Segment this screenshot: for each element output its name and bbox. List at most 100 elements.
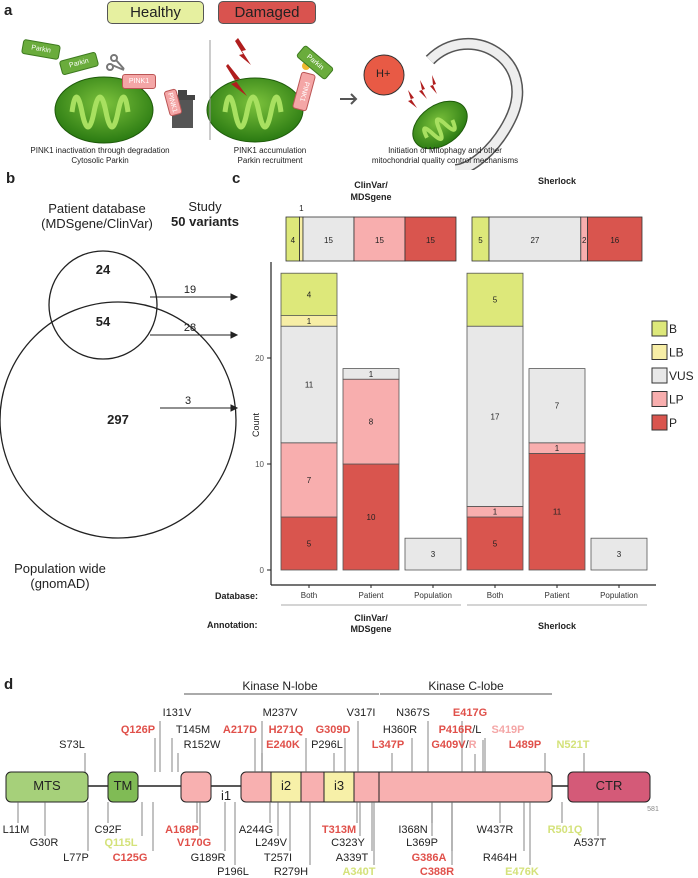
bar-value-label: 1 bbox=[369, 370, 374, 379]
i2-label: i2 bbox=[280, 778, 292, 793]
variant-label: A168P bbox=[165, 824, 199, 836]
y-tick-label: 0 bbox=[260, 566, 265, 575]
legend-swatch-VUS bbox=[651, 367, 668, 384]
bar-value-label: 11 bbox=[553, 508, 562, 517]
variant-label: N521T bbox=[556, 739, 590, 751]
ctr-domain bbox=[567, 771, 651, 803]
summary-value-label: 15 bbox=[375, 236, 384, 245]
variant-label: Q115L bbox=[104, 837, 138, 849]
variant-label: P196L bbox=[217, 866, 249, 878]
caption-mid: PINK1 accumulation Parkin recruitment bbox=[233, 146, 307, 165]
variant-label: T257I bbox=[263, 852, 293, 864]
variant-label: I368N bbox=[398, 824, 428, 836]
panel-label-d: d bbox=[4, 676, 14, 693]
summary-value-label: 15 bbox=[324, 236, 333, 245]
x-tick-label: Both bbox=[487, 591, 503, 600]
arrow-count-patient: 19 bbox=[183, 284, 197, 296]
bar-segment-VUS bbox=[590, 537, 648, 571]
bar-value-label: 7 bbox=[555, 402, 560, 411]
caption-left: PINK1 inactivation through degradation Cy… bbox=[30, 146, 170, 165]
bar-value-label: 1 bbox=[307, 317, 312, 326]
variant-label: R501Q bbox=[547, 824, 583, 836]
variant-label: A339T bbox=[335, 852, 369, 864]
bar-value-label: 5 bbox=[493, 540, 498, 549]
bar-segment-P bbox=[528, 452, 586, 571]
legend-swatch-B bbox=[651, 320, 668, 337]
length-label: 581 bbox=[647, 806, 659, 813]
bar-value-label: 8 bbox=[369, 418, 374, 427]
i2-insert bbox=[270, 771, 302, 803]
panel-a-illustration bbox=[54, 37, 524, 170]
bar-segment-B bbox=[466, 272, 524, 327]
mitochondrion-icon-left bbox=[54, 76, 154, 144]
summary-segment-P bbox=[404, 216, 457, 262]
bar-value-label: 5 bbox=[493, 296, 498, 305]
bar-segment-P bbox=[280, 516, 338, 571]
variant-label: R279H bbox=[273, 866, 309, 878]
i1-label: i1 bbox=[220, 788, 232, 803]
ctr-label: CTR bbox=[595, 778, 623, 793]
scissors-icon bbox=[106, 54, 125, 71]
summary-value-label: 4 bbox=[291, 236, 296, 245]
n-lobe-label: Kinase N-lobe bbox=[242, 679, 318, 693]
variant-label: N367S bbox=[396, 707, 430, 719]
overlap-count: 54 bbox=[95, 314, 111, 329]
variant-label: H360R bbox=[382, 724, 418, 736]
venn-diagram bbox=[0, 250, 239, 539]
bar-segment-B bbox=[280, 272, 338, 317]
variant-label: L369P bbox=[406, 837, 438, 849]
x-tick-label: Population bbox=[414, 591, 452, 600]
variant-label: V170G bbox=[176, 837, 212, 849]
c-lobe-label: Kinase C-lobe bbox=[428, 679, 504, 693]
variant-label: L11M bbox=[2, 824, 30, 836]
i3-insert bbox=[323, 771, 355, 803]
lightning-icon bbox=[226, 38, 437, 108]
variant-label: C323Y bbox=[331, 837, 365, 849]
study-label: Study 50 variants bbox=[171, 199, 239, 229]
bar-segment-VUS bbox=[466, 325, 524, 507]
variant-label: E240K bbox=[266, 739, 300, 751]
variant-label: V317I bbox=[346, 707, 376, 719]
bar-value-label: 3 bbox=[617, 550, 622, 559]
variant-label: A217D bbox=[222, 724, 258, 736]
panel-label-b: b bbox=[6, 170, 16, 187]
variant-label: S73L bbox=[59, 739, 85, 751]
legend-label-VUS: VUS bbox=[669, 369, 694, 383]
variant-label: E417G bbox=[452, 707, 488, 719]
patient-circle bbox=[48, 250, 158, 360]
bar-value-label: 3 bbox=[431, 550, 436, 559]
caption-right: Initiation of Mitophagy and other mitocho… bbox=[371, 146, 519, 165]
kinase-n-start bbox=[180, 771, 212, 803]
variant-label: W437R bbox=[476, 824, 514, 836]
proton-circle bbox=[363, 54, 405, 96]
panel-label-c: c bbox=[232, 170, 241, 187]
variant-label: R464H bbox=[482, 852, 518, 864]
bar-segment-LP bbox=[280, 442, 338, 518]
top-annotation-clinvar: ClinVar/MDSgene bbox=[350, 180, 392, 202]
summary-value-label: 16 bbox=[610, 236, 619, 245]
legend-swatch-P bbox=[651, 414, 668, 431]
bar-value-label: 10 bbox=[367, 513, 376, 522]
variant-label: A537T bbox=[573, 837, 607, 849]
summary-value-label: 2 bbox=[582, 236, 587, 245]
annotation-clinvar: ClinVar/MDSgene bbox=[350, 613, 392, 634]
variant-label: G386A bbox=[411, 852, 447, 864]
bar-segment-LP bbox=[342, 378, 400, 465]
bar-value-label: 11 bbox=[305, 381, 314, 390]
mts-domain bbox=[5, 771, 89, 803]
arrow-icon bbox=[340, 93, 358, 105]
variant-label: A340T bbox=[342, 866, 376, 878]
tm-domain bbox=[107, 771, 139, 803]
variant-label: H271Q bbox=[268, 724, 304, 736]
variant-label: L77P bbox=[63, 852, 89, 864]
summary-segment-VUS bbox=[302, 216, 355, 262]
summary-segment-LP bbox=[353, 216, 406, 262]
mts-label: MTS bbox=[33, 778, 61, 793]
variant-label: G30R bbox=[29, 837, 59, 849]
mitochondrion-icon-mid bbox=[206, 77, 304, 143]
summary-value-label: 5 bbox=[478, 236, 483, 245]
y-tick-label: 20 bbox=[255, 354, 264, 363]
variant-label: M237V bbox=[262, 707, 298, 719]
